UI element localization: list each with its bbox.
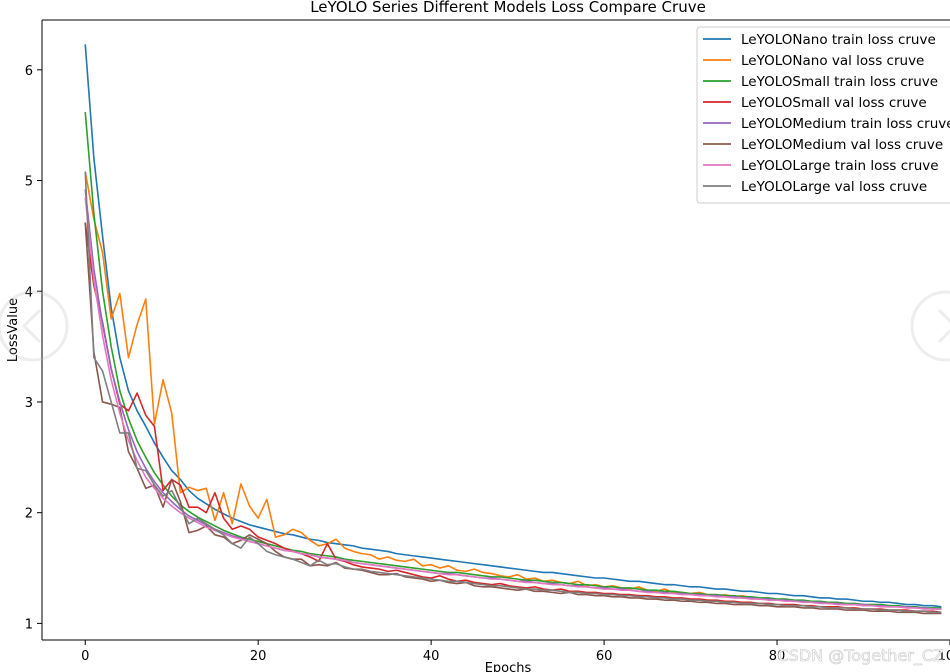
series-lines [84,44,942,615]
x-tick-label: 40 [423,649,440,664]
y-tick-label: 3 [25,396,33,411]
y-axis-ticks: 1 2 3 4 5 6 [25,64,42,632]
legend-entry-label: LeYOLOLarge val loss cruve [741,179,927,195]
series-line-7 [84,197,942,610]
x-tick-label: 20 [250,649,267,664]
x-tick-label: 80 [769,649,786,664]
chevron-left-icon [21,308,42,344]
series-line-8 [84,171,942,614]
x-tick-label: 100 [938,649,950,664]
x-axis-ticks: 0 20 40 60 80 100 [81,640,950,664]
y-tick-label: 5 [25,175,33,190]
left-arrow-circle [0,290,69,362]
right-carousel-arrow[interactable] [910,290,950,362]
legend-entry-label: LeYOLOLarge train loss cruve [741,158,939,174]
left-carousel-arrow[interactable] [0,290,69,362]
series-line-1 [84,44,942,608]
legend-entry-label: LeYOLOMedium val loss cruve [741,137,943,153]
plot-area [84,44,942,615]
axes-frame [41,19,950,641]
right-arrow-circle [910,290,950,362]
legend-entry-label: LeYOLONano val loss cruve [741,53,924,69]
y-tick-label: 6 [25,64,33,79]
legend-entry-label: LeYOLOMedium train loss cruve [741,116,950,132]
series-line-3 [84,111,942,609]
x-tick-label: 0 [81,649,89,664]
chevron-right-icon [937,308,950,344]
x-tick-label: 60 [596,649,613,664]
legend-box [696,26,950,204]
watermark-text: CSDN @Together_CZ [777,646,944,666]
y-axis-label: LossValue [6,298,21,362]
legend-entry-label: LeYOLONano train loss cruve [741,32,936,48]
legend: LeYOLONano train loss cruve LeYOLONano va… [696,26,950,204]
y-tick-label: 2 [25,507,33,522]
x-axis-label: Epochs [485,661,532,672]
legend-entry-label: LeYOLOSmall val loss cruve [741,95,927,111]
y-tick-label: 1 [25,617,33,632]
chart-title: LeYOLO Series Different Models Loss Comp… [310,0,706,16]
y-tick-label: 4 [25,285,33,300]
legend-entry-label: LeYOLOSmall train loss cruve [741,74,938,90]
